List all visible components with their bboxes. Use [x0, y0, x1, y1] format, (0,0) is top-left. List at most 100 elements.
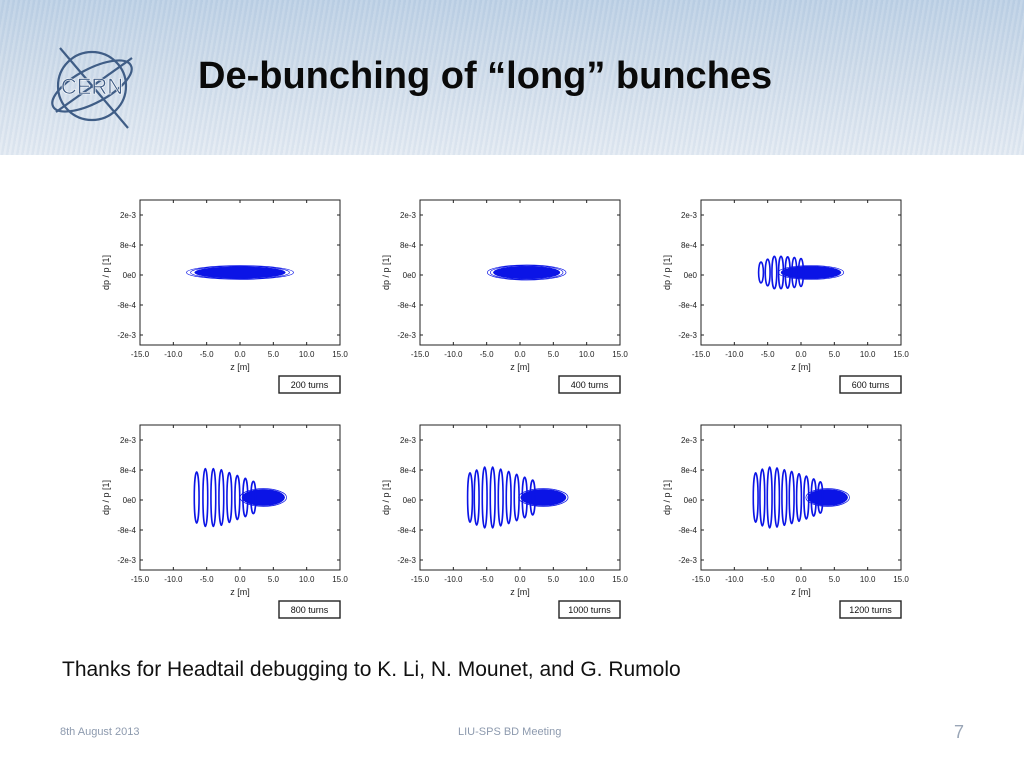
particle-halo: [805, 488, 850, 507]
turns-label: 200 turns: [291, 380, 329, 390]
x-tick-label: -5.0: [200, 350, 214, 359]
y-tick-label: 2e-3: [120, 211, 137, 220]
x-tick-label: 0.0: [234, 575, 246, 584]
y-axis-label: dp / p [1]: [381, 255, 391, 290]
turns-label: 800 turns: [291, 605, 329, 615]
page-number: 7: [953, 722, 964, 742]
phase-space-plot-400: -15.0 -10.0 -5.0 0.0 5.0 10.0 15.0 2e-3 8e-4 0e0 -…: [375, 195, 675, 425]
y-tick-label: -8e-4: [678, 526, 697, 535]
footer-meeting: LIU-SPS BD Meeting: [458, 726, 562, 738]
x-tick-label: 15.0: [893, 575, 909, 584]
particle-filament: [193, 471, 200, 524]
particle-filament: [757, 261, 765, 284]
x-tick-label: 10.0: [299, 575, 315, 584]
y-tick-label: 8e-4: [120, 241, 137, 250]
particle-filament: [752, 472, 759, 523]
x-axis-label: z [m]: [510, 362, 530, 372]
x-tick-label: -10.0: [444, 575, 463, 584]
y-tick-label: -2e-3: [117, 556, 136, 565]
y-tick-label: 0e0: [403, 271, 417, 280]
x-tick-label: 5.0: [829, 350, 841, 359]
x-tick-label: -15.0: [692, 575, 711, 584]
particle-core: [493, 265, 561, 280]
x-axis-label: z [m]: [230, 362, 250, 372]
particle-distribution: [752, 466, 850, 529]
particle-filament: [788, 470, 795, 525]
particle-filament: [759, 468, 766, 527]
header-banner: [0, 0, 1024, 155]
x-tick-label: 5.0: [829, 575, 841, 584]
particle-filament: [473, 469, 480, 526]
y-tick-label: 0e0: [403, 496, 417, 505]
x-tick-label: 5.0: [268, 575, 280, 584]
y-tick-label: 2e-3: [681, 436, 698, 445]
y-tick-label: -8e-4: [397, 526, 416, 535]
particle-filament: [513, 473, 520, 522]
turns-label: 1000 turns: [568, 605, 611, 615]
particle-filament: [766, 466, 773, 529]
particle-filament: [481, 466, 488, 529]
x-tick-label: -10.0: [164, 350, 183, 359]
x-tick-label: -15.0: [131, 350, 150, 359]
particle-filament: [210, 467, 217, 528]
y-tick-label: 2e-3: [400, 211, 417, 220]
x-tick-label: -10.0: [164, 575, 183, 584]
x-tick-label: 0.0: [514, 350, 526, 359]
particle-core: [807, 489, 848, 506]
x-tick-label: 15.0: [612, 575, 628, 584]
particle-distribution: [193, 467, 287, 528]
y-tick-label: 0e0: [684, 496, 698, 505]
particle-distribution: [486, 264, 567, 281]
x-tick-label: -10.0: [725, 350, 744, 359]
particle-filament: [810, 478, 817, 517]
y-tick-label: -8e-4: [117, 301, 136, 310]
y-tick-label: -8e-4: [117, 526, 136, 535]
x-tick-label: 10.0: [579, 575, 595, 584]
acknowledgement-text: Thanks for Headtail debugging to K. Li, …: [62, 658, 681, 681]
particle-filament: [202, 467, 209, 528]
particle-filament: [529, 479, 536, 516]
particle-filament: [784, 256, 791, 289]
particle-core: [241, 489, 285, 506]
particle-distribution: [186, 265, 294, 280]
x-tick-label: -15.0: [131, 575, 150, 584]
x-tick-label: 10.0: [860, 575, 876, 584]
particle-halo: [190, 265, 290, 280]
y-tick-label: 8e-4: [681, 241, 698, 250]
x-tick-label: -15.0: [411, 575, 430, 584]
turns-box: [839, 600, 902, 619]
y-tick-label: -2e-3: [678, 331, 697, 340]
phase-space-plot-1200: -15.0 -10.0 -5.0 0.0 5.0 10.0 15.0 2e-3 8e-4 0e0 -…: [656, 420, 956, 650]
particle-filament: [795, 472, 803, 523]
x-tick-label: -10.0: [444, 350, 463, 359]
plot-frame: [419, 424, 621, 571]
particle-filament: [803, 475, 810, 520]
turns-label: 600 turns: [852, 380, 890, 390]
particle-core: [520, 489, 567, 506]
x-tick-label: 15.0: [612, 350, 628, 359]
y-tick-label: -8e-4: [397, 301, 416, 310]
x-tick-label: 10.0: [299, 350, 315, 359]
particle-filament: [226, 471, 233, 524]
y-tick-label: 8e-4: [400, 466, 417, 475]
y-tick-label: 0e0: [123, 496, 137, 505]
particle-distribution: [466, 466, 569, 529]
y-axis-label: dp / p [1]: [662, 480, 672, 515]
particle-filament: [791, 256, 798, 289]
x-tick-label: 15.0: [893, 350, 909, 359]
y-tick-label: -8e-4: [678, 301, 697, 310]
turns-box: [558, 600, 621, 619]
x-tick-label: 5.0: [548, 350, 560, 359]
turns-box: [278, 375, 341, 394]
x-tick-label: 5.0: [548, 575, 560, 584]
x-axis-label: z [m]: [230, 587, 250, 597]
phase-space-plot-800: -15.0 -10.0 -5.0 0.0 5.0 10.0 15.0 2e-3 8e-4 0e0 -…: [95, 420, 395, 650]
y-tick-label: 2e-3: [400, 436, 417, 445]
particle-filament: [771, 255, 778, 290]
x-axis-label: z [m]: [791, 587, 811, 597]
y-tick-label: 2e-3: [681, 211, 698, 220]
svg-text:CERN: CERN: [61, 74, 123, 99]
x-tick-label: 0.0: [514, 575, 526, 584]
turns-box: [558, 375, 621, 394]
y-tick-label: 2e-3: [120, 436, 137, 445]
